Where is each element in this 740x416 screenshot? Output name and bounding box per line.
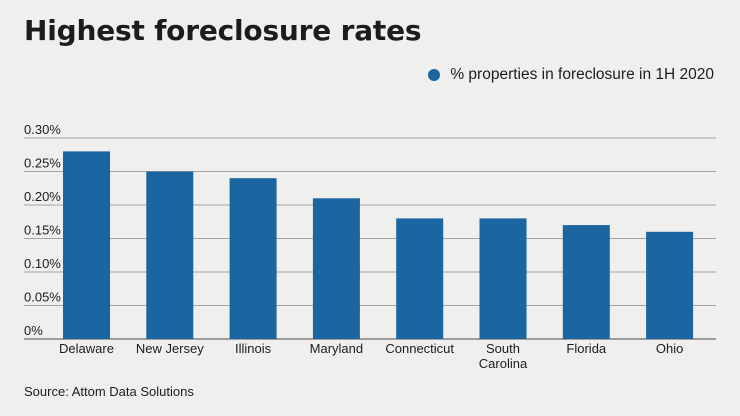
y-tick-label: 0% [24,323,43,338]
bar-florida [562,225,610,339]
x-tick-label: Maryland [310,341,363,356]
legend: % properties in foreclosure in 1H 2020 [428,66,714,84]
x-tick-label: Ohio [656,341,683,356]
y-tick-label: 0.20% [24,189,61,204]
bar-delaware [63,151,110,339]
x-tick-label: South Carolina [479,341,528,371]
bar-illinois [229,178,277,339]
y-tick-label: 0.25% [24,156,61,171]
legend-label: % properties in foreclosure in 1H 2020 [450,66,714,83]
legend-swatch [428,69,441,81]
y-tick-label: 0.10% [24,256,61,271]
bar-ohio [646,231,694,339]
bar-connecticut [396,218,444,339]
x-tick-label: New Jersey [136,341,204,356]
x-tick-label: Illinois [235,341,272,356]
x-tick-label: Florida [566,341,607,356]
y-tick-label: 0.15% [24,223,61,238]
bar-maryland [312,198,360,339]
bar-new-jersey [146,171,194,339]
y-tick-label: 0.05% [24,290,61,305]
x-tick-label: Delaware [59,341,114,356]
x-tick-label: Connecticut [385,341,454,356]
chart-title: Highest foreclosure rates [24,14,422,47]
bar-south-carolina [479,218,527,339]
source-note: Source: Attom Data Solutions [24,384,194,399]
y-tick-label: 0.30% [24,122,61,137]
